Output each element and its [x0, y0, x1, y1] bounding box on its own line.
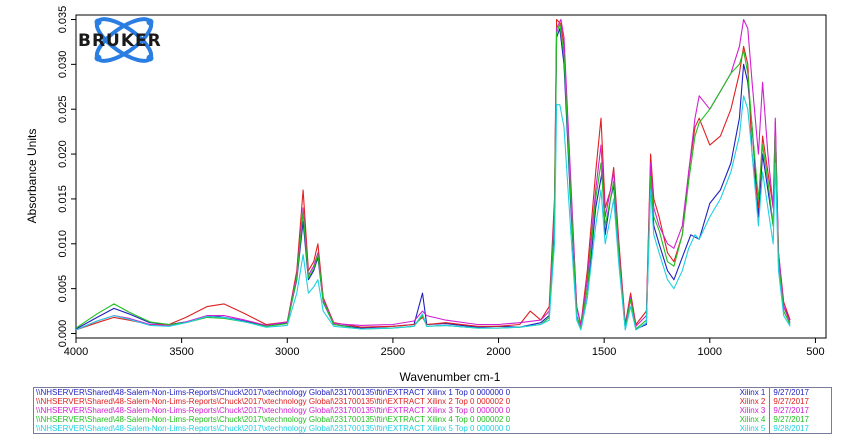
legend-table: \\NHSERVER\Shared\48-Salem-Non-Lims-Repo… [33, 387, 832, 434]
x-tick-label: 2500 [381, 346, 405, 358]
x-tick-label: 2000 [486, 346, 510, 358]
y-tick-label: 0.005 [57, 275, 69, 303]
legend-series-name: Xilinx 3 [718, 406, 771, 415]
series-line-1 [75, 27, 791, 330]
series-line-2 [75, 18, 791, 331]
y-tick-label: 0.010 [57, 230, 69, 258]
x-tick-label: 3000 [275, 346, 299, 358]
legend-series-name: Xilinx 4 [718, 415, 771, 424]
spectrum-chart: BRUKER 4000 3500 3000 2500 2000 1500 1000 500 0.… [25, 6, 827, 384]
legend-row: \\NHSERVER\Shared\48-Salem-Non-Lims-Repo… [34, 424, 831, 433]
legend-date: 9/27/2017 [773, 415, 809, 424]
y-tick-label: 0.020 [57, 140, 69, 168]
atom-icon [94, 17, 154, 63]
legend-row: \\NHSERVER\Shared\48-Salem-Non-Lims-Repo… [34, 397, 831, 406]
legend-series-name: Xilinx 2 [718, 397, 771, 406]
legend-date: 9/27/2017 [773, 397, 809, 406]
legend-row: \\NHSERVER\Shared\48-Salem-Non-Lims-Repo… [34, 388, 831, 397]
x-tick-label: 1000 [698, 346, 722, 358]
legend-path: \\NHSERVER\Shared\48-Salem-Non-Lims-Repo… [36, 424, 511, 433]
logo-text: BRUKER [78, 31, 162, 51]
legend-date: 9/28/2017 [773, 424, 809, 433]
legend-path: \\NHSERVER\Shared\48-Salem-Non-Lims-Repo… [36, 397, 511, 406]
legend-row: \\NHSERVER\Shared\48-Salem-Non-Lims-Repo… [34, 415, 831, 424]
y-axis-title: Absorbance Units [25, 129, 39, 224]
plot-frame [75, 14, 827, 339]
x-tick-label: 1500 [592, 346, 616, 358]
series-line-3 [75, 18, 791, 331]
y-tick-label: 0.015 [57, 185, 69, 213]
legend-row: \\NHSERVER\Shared\48-Salem-Non-Lims-Repo… [34, 406, 831, 415]
x-axis-title: Wavenumber cm-1 [400, 370, 501, 384]
x-tick-label: 3500 [169, 346, 193, 358]
legend-path: \\NHSERVER\Shared\48-Salem-Non-Lims-Repo… [36, 388, 511, 397]
series-line-5 [75, 95, 791, 331]
legend-date: 9/27/2017 [773, 406, 809, 415]
legend-path: \\NHSERVER\Shared\48-Salem-Non-Lims-Repo… [36, 406, 511, 415]
y-tick-label: 0.025 [57, 95, 69, 123]
y-tick-label: 0.030 [57, 51, 69, 79]
legend-date: 9/27/2017 [773, 388, 809, 397]
legend-path: \\NHSERVER\Shared\48-Salem-Non-Lims-Repo… [36, 415, 511, 424]
legend-series-name: Xilinx 1 [718, 388, 771, 397]
x-tick-label: 500 [806, 346, 824, 358]
x-tick-label: 4000 [64, 346, 88, 358]
bruker-logo: BRUKER [78, 17, 162, 63]
series-line-4 [75, 23, 791, 330]
y-tick-label: 0.000 [57, 320, 69, 348]
y-tick-label: 0.035 [57, 6, 69, 34]
legend-series-name: Xilinx 5 [718, 424, 771, 433]
